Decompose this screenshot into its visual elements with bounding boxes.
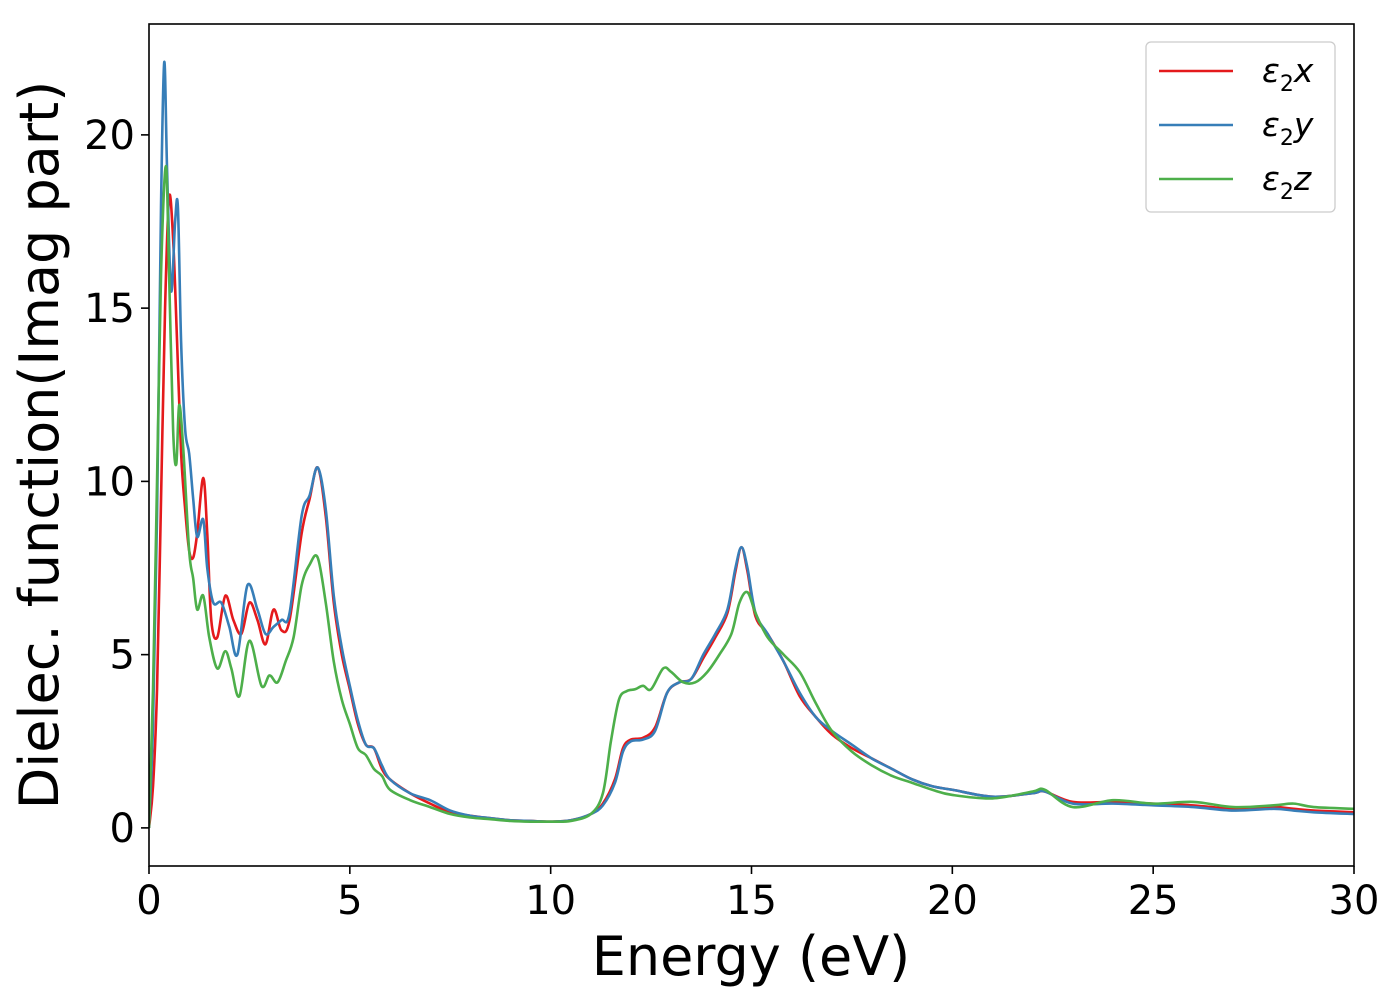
legend: ε2x ε2y ε2z bbox=[1145, 41, 1336, 213]
y-tick-label: 5 bbox=[110, 633, 135, 679]
x-tick-label: 20 bbox=[927, 878, 978, 924]
series-line-2 bbox=[149, 164, 1354, 828]
y-tick-label: 20 bbox=[84, 113, 135, 159]
series-layer bbox=[149, 60, 1354, 829]
legend-entry-label: ε2x bbox=[1262, 51, 1314, 97]
x-tick-label: 5 bbox=[337, 878, 362, 924]
legend-entry-label: ε2y bbox=[1262, 105, 1314, 151]
x-tick-label: 30 bbox=[1329, 878, 1380, 924]
y-tick-label: 15 bbox=[84, 286, 135, 332]
y-axis-label: Dielec. function(Imag part) bbox=[8, 81, 71, 810]
tick-layer: 0 5 10 15 20 25 30 0 5 10 15 20 bbox=[84, 113, 1379, 924]
x-tick-label: 25 bbox=[1128, 878, 1179, 924]
series-line-1 bbox=[149, 60, 1354, 828]
x-tick-label: 15 bbox=[726, 878, 777, 924]
y-tick-label: 10 bbox=[84, 459, 135, 505]
legend-entry-label: ε2z bbox=[1262, 159, 1312, 205]
y-tick-label: 0 bbox=[110, 806, 135, 852]
x-tick-label: 10 bbox=[525, 878, 576, 924]
x-axis-label: Energy (eV) bbox=[592, 925, 911, 988]
x-tick-label: 0 bbox=[136, 878, 161, 924]
legend-box bbox=[1145, 41, 1336, 213]
